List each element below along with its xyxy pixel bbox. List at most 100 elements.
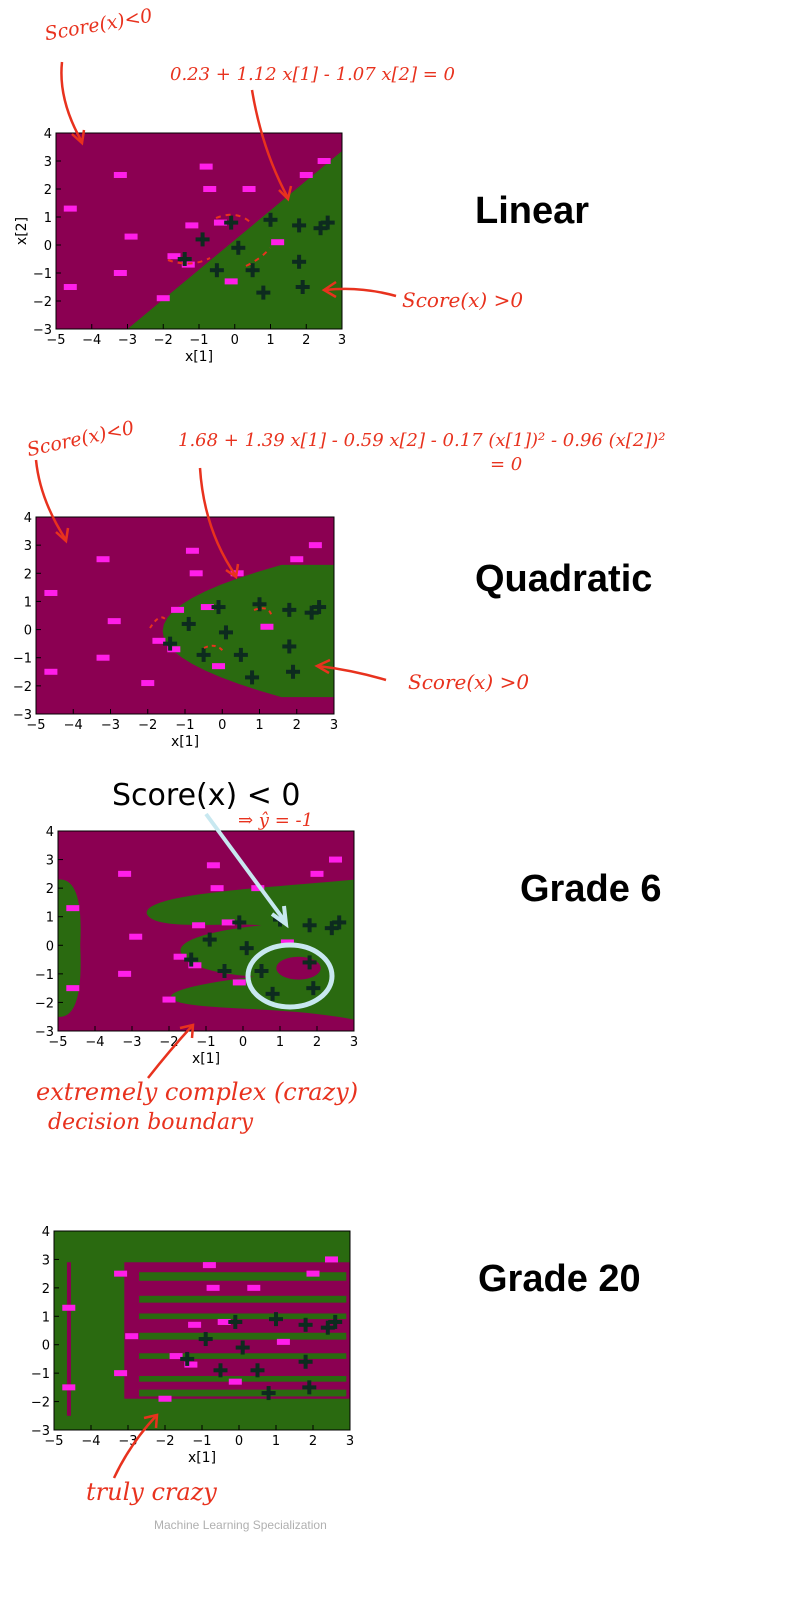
x-tick-label: 0 [231,333,239,348]
y-tick-label: 2 [46,882,54,897]
x-tick-label: −3 [118,333,137,348]
annotation-prediction: ⇒ ŷ = -1 [238,810,314,831]
annotation-score-positive: Score(x) >0 [408,670,530,694]
negative-point [203,186,217,192]
positive-stripe [139,1389,347,1397]
x-tick-label: −4 [64,718,83,733]
negative-point [156,295,170,302]
annotation-equals-zero: = 0 [490,454,523,475]
chart-title-grade-20: Grade 20 [478,1258,641,1300]
y-axis-label: x[2] [14,217,30,245]
negative-point [202,1262,216,1269]
negative-point [242,186,256,192]
positive-point [213,1363,228,1378]
negative-point [317,158,331,164]
y-tick-label: −1 [35,968,54,983]
negative-point [118,970,132,977]
negative-band [124,1262,350,1399]
positive-stripe [139,1313,347,1320]
x-tick-label: −5 [46,333,65,348]
positive-point [282,602,297,617]
y-tick-label: 4 [42,1225,50,1240]
x-tick-label: 1 [272,1434,280,1449]
positive-point [324,921,339,936]
y-tick-label: 1 [44,211,52,226]
negative-point [169,1353,183,1360]
y-tick-label: −2 [31,1396,50,1411]
x-tick-label: −1 [192,1434,211,1449]
positive-point [163,636,178,651]
negative-point [129,933,143,940]
y-tick-label: 1 [42,1310,50,1325]
x-tick-label: −1 [196,1035,215,1050]
y-tick-label: −2 [35,996,54,1011]
negative-point [232,979,246,986]
negative-point [306,1270,320,1277]
y-tick-label: −2 [13,680,32,695]
positive-point [282,639,297,654]
plot-area [58,831,354,1031]
positive-point [245,263,260,278]
positive-point [261,1386,276,1401]
y-tick-label: 4 [46,825,54,840]
y-tick-label: −3 [33,323,52,338]
y-tick-label: 0 [42,1339,50,1354]
negative-point [114,1370,128,1377]
positive-point [250,1363,265,1378]
negative-point [62,1304,76,1311]
positive-point [332,915,347,930]
panel-quadratic: −5 −4 −3 −2 −1 0 1 2 3 −3 −2 −1 0 1 2 3 4 x[1] Quadratic … [0,380,800,760]
x-tick-label: −1 [189,333,208,348]
y-tick-label: 0 [24,624,32,639]
negative-point [206,1284,220,1291]
negative-point [188,962,202,969]
x-tick-label: −3 [101,718,120,733]
x-axis-label: x[1] [171,734,199,750]
negative-point [230,570,244,577]
positive-point [233,647,248,662]
positive-point [217,964,232,978]
negative-point [107,618,121,625]
y-tick-label: 3 [24,539,32,554]
negative-point [276,1338,290,1345]
x-tick-label: 2 [302,333,310,348]
negative-point [329,856,342,863]
x-tick-label: −5 [48,1035,67,1050]
positive-point [313,221,328,236]
x-tick-label: −2 [155,1434,174,1449]
negative-point [167,646,181,653]
negative-point [158,1395,172,1402]
negative-point [290,556,304,563]
positive-point [245,670,260,685]
negative-point [173,953,187,960]
chart-title-grade-6: Grade 6 [520,868,662,910]
x-tick-label: −4 [85,1035,104,1050]
x-axis-label: x[1] [188,1450,216,1466]
quadratic-chart: −5 −4 −3 −2 −1 0 1 2 3 −3 −2 −1 0 1 2 3 4 x[1] [13,511,338,750]
y-tick-label: 4 [24,511,32,526]
negative-point [162,996,176,1003]
positive-point [198,1332,213,1347]
negative-pocket [276,956,321,980]
annotation-quadratic-equation: 1.68 + 1.39 x[1] - 0.59 x[2] - 0.17 (x[1… [178,430,666,451]
panel-grade-6: −5 −4 −3 −2 −1 0 1 2 3 −3 −2 −1 0 1 2 3 4 x[1] Grade 6 Sc… [0,760,800,1160]
y-tick-label: 0 [44,239,52,254]
positive-point [286,664,301,679]
positive-point [180,1351,195,1366]
negative-point [271,239,285,246]
negative-point [113,172,127,178]
negative-point [167,253,181,260]
positive-point [312,600,327,615]
y-tick-label: 3 [46,854,54,869]
negative-point [141,680,155,687]
negative-point [308,542,322,549]
negative-point [212,663,226,670]
footer-text: Machine Learning Specialization [154,1518,327,1532]
negative-point [224,278,238,285]
positive-point [269,1312,283,1327]
plot-area [56,133,342,329]
negative-point [63,205,77,212]
negative-point [280,939,294,946]
y-tick-label: −3 [31,1424,50,1439]
negative-point [185,547,199,554]
